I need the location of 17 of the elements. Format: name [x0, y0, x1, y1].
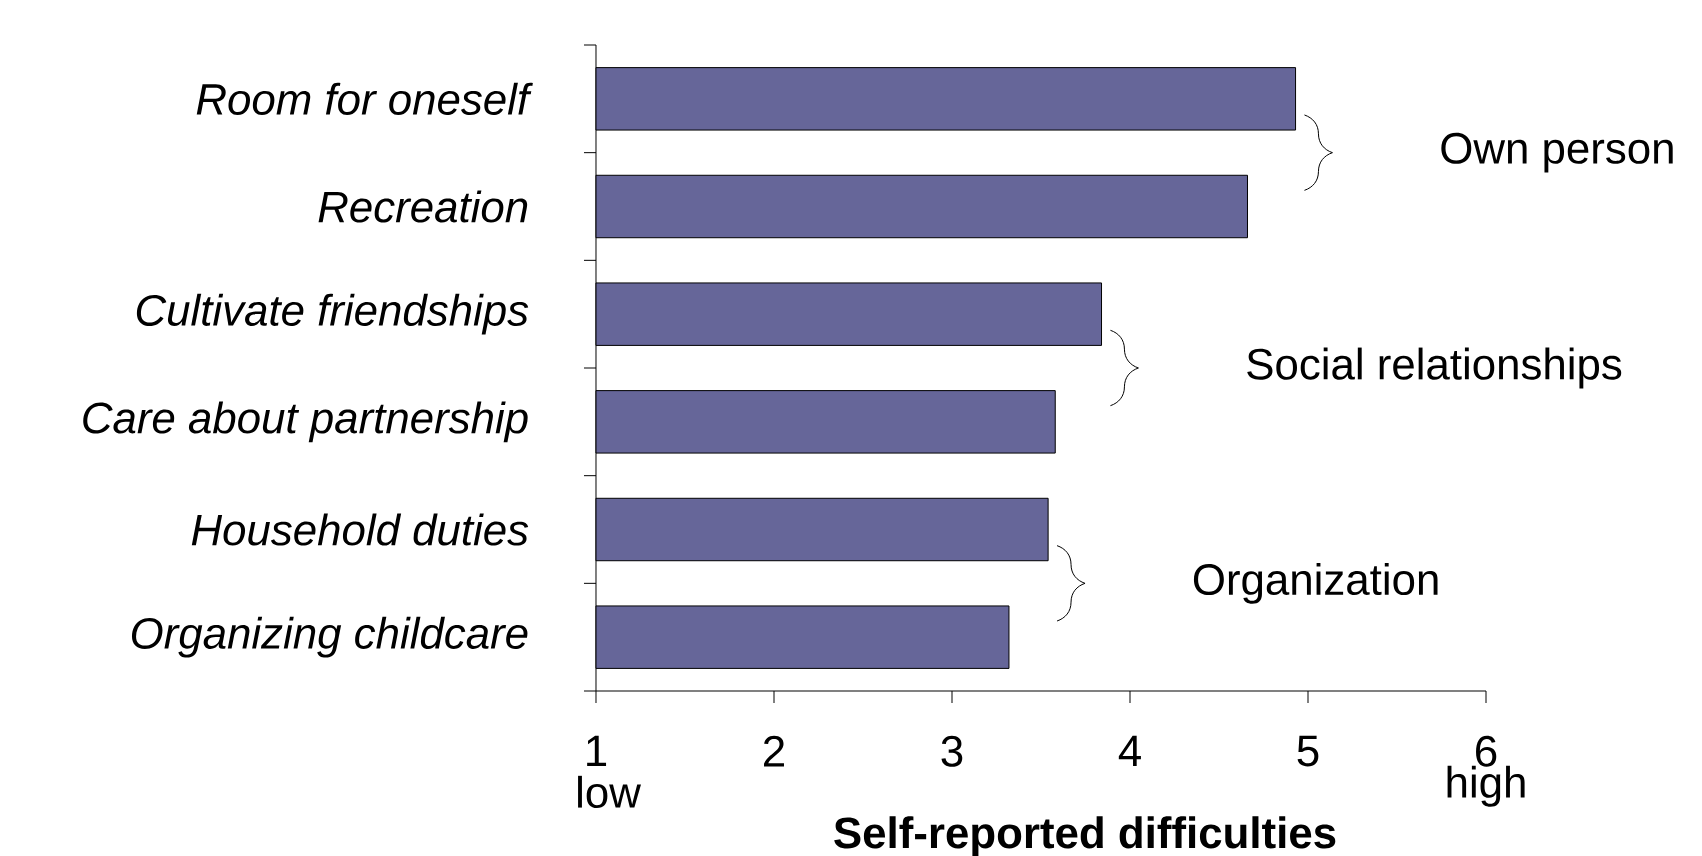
y-tick-label: Household duties — [191, 513, 529, 546]
annotation: Social relationships — [1247, 347, 1622, 389]
x-tick-label: 4 — [1118, 735, 1141, 766]
y-tick-label: Care about partnership — [83, 401, 528, 443]
annotation: Organization — [1193, 562, 1438, 604]
annotation: Own person — [1441, 132, 1673, 173]
text: low — [578, 775, 641, 808]
x-tick-label: 5 — [1297, 735, 1319, 767]
x-tick-label: 3 — [941, 735, 963, 767]
text: high — [1447, 765, 1525, 807]
y-tick-label: Cultivate friendships — [136, 293, 529, 335]
y-tick-label: Room for oneself — [196, 82, 533, 115]
x-tick-label: 1 — [587, 735, 607, 766]
y-tick-label: Organizing childcare — [131, 616, 528, 658]
x-tick-label: 6 — [1476, 735, 1497, 767]
x-tick-label: 2 — [764, 735, 784, 767]
y-tick-label: Recreation — [318, 190, 528, 223]
